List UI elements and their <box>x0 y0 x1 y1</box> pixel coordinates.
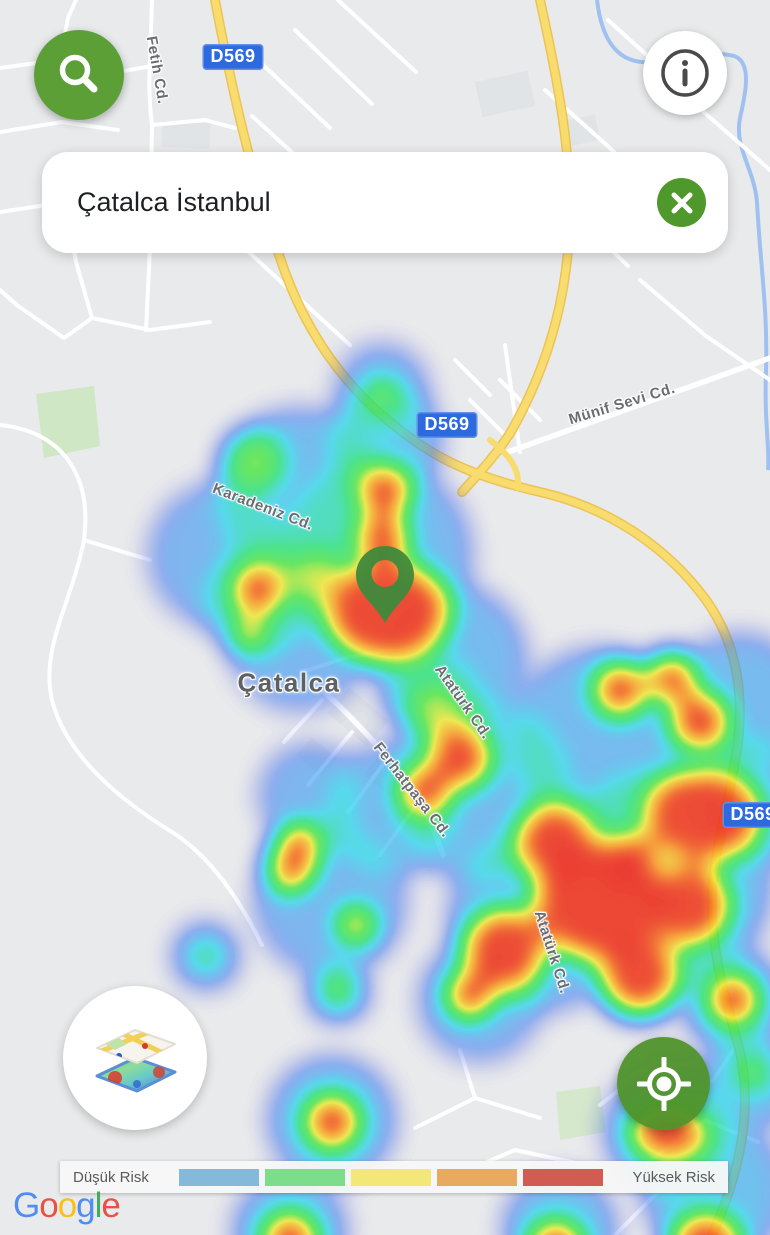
route-badge-d569-right: D569 <box>722 802 770 828</box>
clear-search-button[interactable] <box>657 178 706 227</box>
legend-swatch-2 <box>264 1168 345 1186</box>
google-logo: Google <box>13 1186 121 1226</box>
info-icon <box>661 49 709 97</box>
logo-letter: e <box>101 1186 120 1225</box>
legend-swatch-5 <box>522 1168 603 1186</box>
my-location-button[interactable] <box>617 1037 710 1130</box>
legend-low-label: Düşük Risk <box>73 1168 149 1186</box>
logo-letter: o <box>39 1186 58 1225</box>
legend-swatch-1 <box>178 1168 259 1186</box>
route-badge-d569-top: D569 <box>202 44 264 70</box>
close-icon <box>671 192 692 213</box>
search-fab-button[interactable] <box>34 30 124 120</box>
magnifier-icon <box>59 54 98 93</box>
search-input[interactable] <box>75 186 657 219</box>
logo-letter: l <box>94 1186 103 1225</box>
crosshair-icon <box>636 1056 691 1111</box>
legend-swatch-4 <box>436 1168 517 1186</box>
logo-letter: o <box>57 1186 77 1225</box>
route-badge-d569-middle: D569 <box>416 412 478 438</box>
map-layers-icon <box>95 1029 177 1093</box>
risk-legend: Düşük Risk Yüksek Risk <box>60 1161 728 1193</box>
logo-letter: g <box>76 1186 95 1225</box>
logo-letter: G <box>13 1186 40 1225</box>
search-bar <box>42 152 728 253</box>
legend-high-label: Yüksek Risk <box>632 1168 715 1186</box>
legend-swatch-3 <box>350 1168 431 1186</box>
map-layers-button[interactable] <box>63 986 207 1130</box>
place-label-catalca: Çatalca <box>237 667 341 698</box>
legend-swatches <box>178 1168 603 1186</box>
info-button[interactable] <box>643 31 727 115</box>
map-pin-marker <box>356 546 414 623</box>
